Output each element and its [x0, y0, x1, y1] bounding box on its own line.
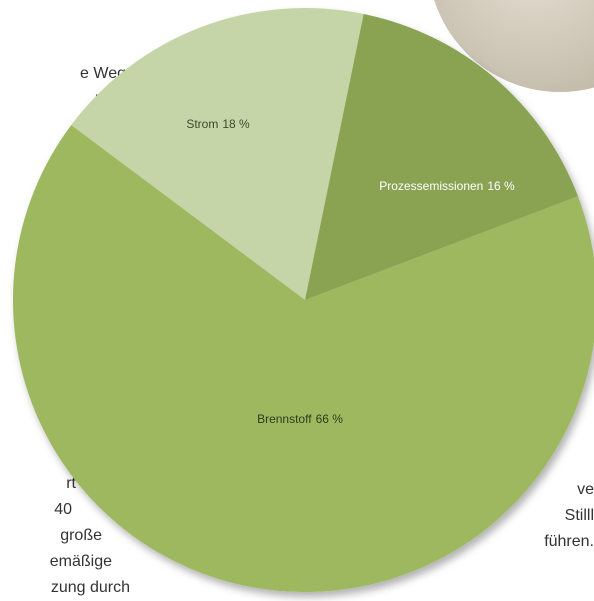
- value-label: 16 %: [487, 179, 515, 193]
- body-text: Stilll: [565, 507, 594, 524]
- value-label: 66 %: [316, 412, 344, 426]
- category-name: Brennstoff: [257, 412, 312, 426]
- photo: [425, 0, 594, 100]
- body-text: rt: [66, 475, 76, 492]
- pie-slice: [305, 13, 578, 301]
- pie: [13, 8, 594, 592]
- category-name: Strom: [186, 117, 218, 131]
- slice-label: Prozessemissionen 16 %: [379, 179, 515, 193]
- body-text: 40: [54, 501, 72, 518]
- body-text: zung durch: [51, 579, 130, 596]
- slice-label: Brennstoff 66 %: [257, 412, 343, 426]
- pie-slice: [13, 125, 594, 592]
- category-name: Prozessemissionen: [379, 179, 483, 193]
- body-text: große: [60, 527, 102, 544]
- value-label: 18 %: [222, 117, 250, 131]
- body-text: emäßige: [50, 553, 112, 570]
- body-text: ve: [577, 481, 594, 498]
- body-text: führen.: [544, 533, 594, 550]
- labels: Strom 18 % Prozessemissionen 16 % Brennstoff…: [186, 117, 515, 426]
- body-text: e Weg: [80, 65, 126, 82]
- slice-label: Strom 18 %: [186, 117, 250, 131]
- pie-slice: [71, 8, 364, 301]
